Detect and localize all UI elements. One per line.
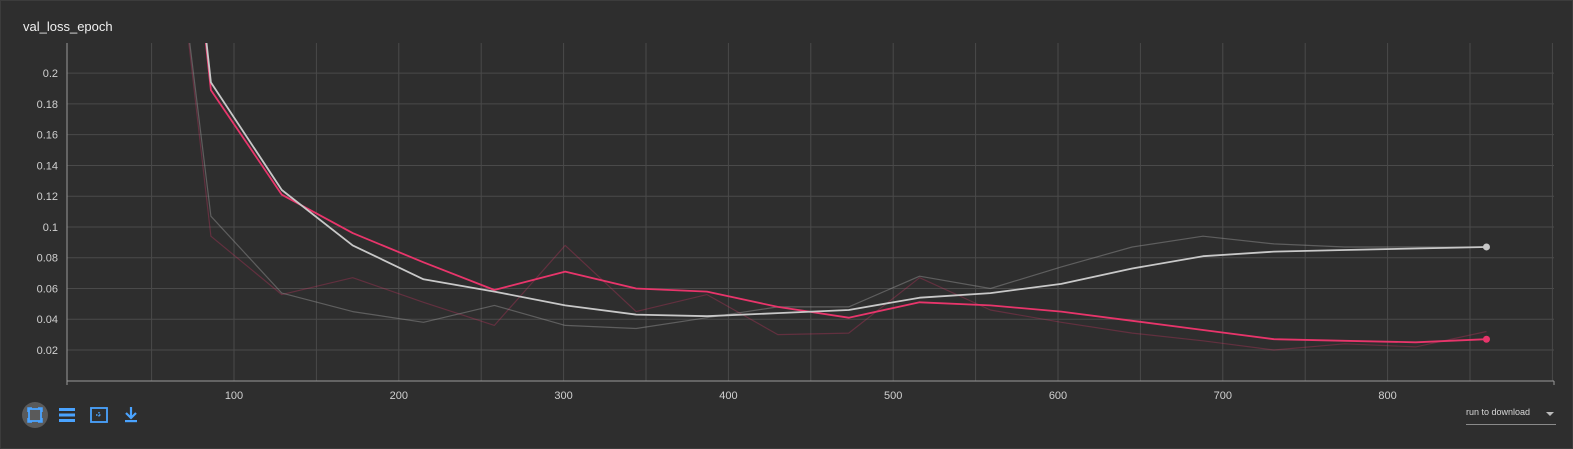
- smoothed-series-line-2: [205, 43, 1487, 344]
- toggle-y-log-button[interactable]: [54, 402, 80, 428]
- y-tick-label: 0.02: [37, 345, 58, 357]
- x-tick-label: 100: [225, 390, 243, 402]
- select-region-icon: [90, 407, 108, 423]
- y-tick-label: 0.18: [37, 99, 58, 111]
- chart-toolbar: [22, 402, 144, 428]
- y-tick-label: 0.08: [37, 253, 58, 265]
- y-tick-label: 0.04: [37, 314, 58, 326]
- raw-series-line-0: [188, 43, 1487, 351]
- chevron-down-icon: [1546, 412, 1554, 416]
- run-select-label: run to download: [1466, 407, 1531, 417]
- fit-domain-button[interactable]: [22, 402, 48, 428]
- x-tick-label: 400: [719, 390, 737, 402]
- x-tick-label: 600: [1049, 390, 1067, 402]
- x-tick-label: 800: [1378, 390, 1396, 402]
- y-tick-label: 0.16: [37, 130, 58, 142]
- chart-title: val_loss_epoch: [23, 19, 113, 34]
- series-endpoint-marker-0: [1482, 335, 1490, 343]
- x-tick-label: 500: [884, 390, 902, 402]
- select-underline: [1466, 424, 1556, 425]
- y-tick-label: 0.14: [37, 160, 58, 172]
- select-region-button[interactable]: [86, 402, 112, 428]
- x-tick-label: 700: [1214, 390, 1232, 402]
- raw-series-line-1: [189, 43, 1487, 330]
- y-tick-label: 0.12: [37, 191, 58, 203]
- smoothed-series-line-3: [205, 43, 1487, 318]
- y-tick-label: 0.06: [37, 283, 58, 295]
- run-to-download-select[interactable]: run to download: [1466, 407, 1556, 425]
- x-tick-label: 300: [554, 390, 572, 402]
- y-tick-label: 0.2: [43, 68, 58, 80]
- fit-domain-icon: [27, 407, 43, 423]
- y-tick-label: 0.1: [43, 222, 58, 234]
- series-group: [188, 43, 1487, 351]
- toggle-y-log-icon: [59, 408, 75, 422]
- x-tick-label: 200: [390, 390, 408, 402]
- download-icon: [125, 407, 137, 423]
- download-button[interactable]: [118, 402, 144, 428]
- series-endpoint-marker-1: [1482, 243, 1490, 251]
